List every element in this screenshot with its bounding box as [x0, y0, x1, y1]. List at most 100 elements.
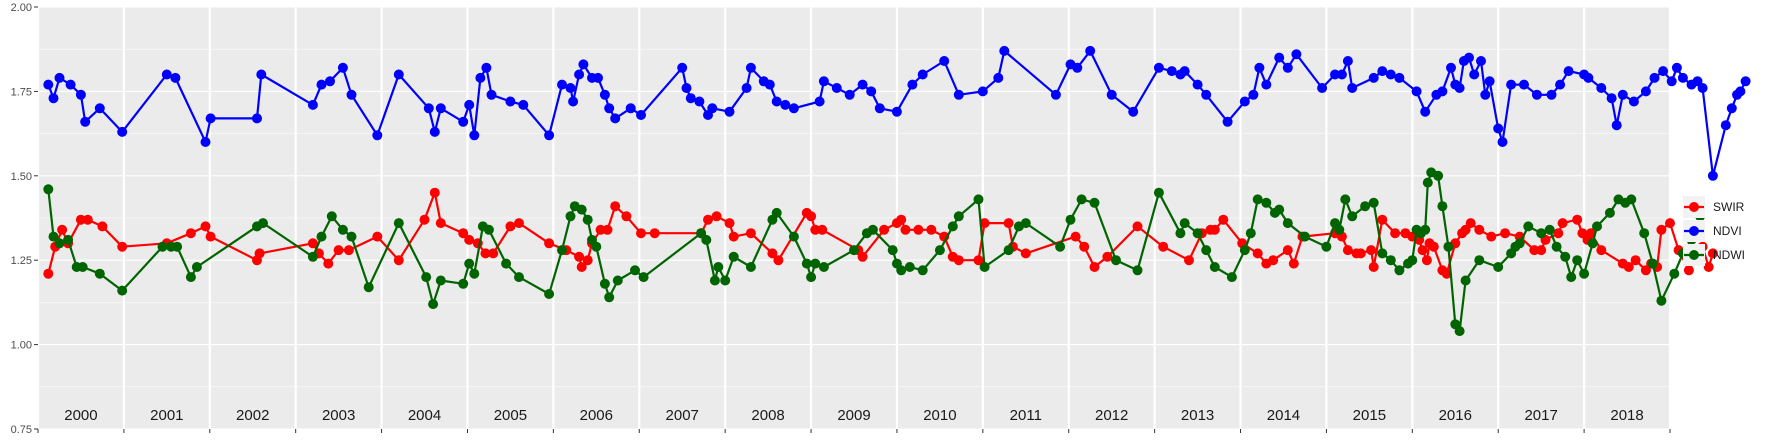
ndvi-point — [423, 103, 434, 114]
y-tick-label: 2.00 — [11, 2, 32, 14]
year-labels: 2000 2001 2002 2003 2004 2005 2006 2007 2008 2009… — [64, 407, 1643, 424]
swir-point — [372, 231, 383, 242]
ndwi-point — [1587, 238, 1598, 249]
swir-point — [1572, 214, 1583, 225]
ndwi-point — [713, 262, 724, 272]
swir-point — [1282, 245, 1293, 256]
ndwi-point — [1377, 248, 1388, 259]
swir-point — [745, 228, 756, 239]
ndvi-point — [1555, 79, 1566, 90]
ndwi-point — [728, 251, 739, 262]
year-label: 2010 — [923, 407, 956, 424]
ndvi-point — [866, 86, 877, 97]
ndvi-point — [307, 99, 318, 110]
ndvi-point — [745, 62, 756, 73]
year-label: 2005 — [494, 407, 527, 424]
ndvi-point — [1239, 96, 1250, 107]
swir-point — [514, 218, 524, 229]
ndwi-point — [1560, 251, 1571, 262]
swir-point — [43, 268, 54, 279]
ndvi-point — [325, 76, 335, 87]
ndvi-point — [1480, 89, 1491, 100]
ndwi-point — [953, 211, 964, 222]
ndwi-point — [887, 245, 898, 256]
swir-point — [1070, 231, 1081, 242]
ndvi-point — [574, 69, 585, 80]
ndwi-point — [501, 258, 512, 269]
swir-point — [205, 231, 216, 242]
swir-point — [1529, 245, 1540, 256]
ndvi-point — [993, 72, 1004, 83]
ndvi-point — [1617, 89, 1628, 100]
swir-point — [480, 248, 491, 259]
ndvi-point — [1222, 116, 1233, 127]
ndvi-point — [707, 103, 718, 114]
swir-point — [576, 262, 587, 272]
ndvi-point — [831, 83, 842, 93]
ndwi-point — [1020, 218, 1031, 229]
ndvi-point — [170, 72, 181, 83]
series-ndwi — [43, 167, 1706, 337]
ndvi-point — [1385, 69, 1396, 80]
ndvi-point — [464, 99, 475, 110]
swir-point — [419, 214, 430, 225]
ndwi-point — [307, 251, 318, 262]
ndvi-point — [337, 62, 348, 73]
ndvi-point — [94, 103, 105, 114]
ndwi-point — [544, 289, 555, 299]
ndwi-point — [849, 245, 859, 256]
swir-point — [544, 238, 555, 249]
ndwi-point — [818, 262, 829, 272]
series-swir — [43, 187, 1718, 279]
ndwi-point — [576, 204, 587, 215]
swir-point — [574, 251, 585, 262]
ndvi-point — [814, 96, 825, 107]
ndvi-point — [891, 106, 902, 117]
year-label: 2011 — [1010, 407, 1042, 424]
ndwi-point — [1443, 241, 1454, 252]
y-tick-label: 1.50 — [11, 171, 32, 183]
ndwi-point — [806, 272, 817, 283]
ndwi-point — [1076, 194, 1087, 205]
ndwi-point — [1226, 272, 1237, 283]
y-axis: 0.75 1.00 1.25 1.50 1.75 2.00 — [11, 2, 38, 436]
ndwi-point — [1089, 197, 1100, 208]
ndwi-point — [326, 211, 337, 222]
ndvi-point — [43, 79, 54, 90]
ndvi-point — [907, 79, 918, 90]
ndvi-point — [1469, 69, 1480, 80]
ndwi-point — [1514, 238, 1525, 249]
swir-point — [1368, 262, 1379, 272]
swir-point — [464, 234, 475, 245]
swir-point — [953, 255, 964, 266]
ndvi-point — [1282, 62, 1293, 73]
ndvi-point — [1519, 79, 1529, 90]
ndvi-point — [458, 116, 469, 127]
ndwi-point — [1132, 265, 1143, 276]
ndvi-point — [481, 62, 492, 73]
swir-point — [429, 187, 440, 198]
ndwi-point — [1420, 224, 1431, 235]
ndwi-point — [973, 194, 984, 205]
swir-point — [806, 211, 817, 222]
ndvi-point — [1420, 106, 1431, 117]
ndvi-point — [1454, 83, 1465, 93]
ndvi-point — [1740, 76, 1751, 87]
swir-point — [323, 258, 334, 269]
ndwi-point — [557, 245, 567, 256]
swir-point — [185, 228, 196, 239]
ndvi-point — [1330, 69, 1340, 80]
ndvi-point — [1628, 96, 1639, 107]
ndvi-point — [1464, 52, 1474, 63]
swir-point — [896, 214, 907, 225]
ndwi-point — [1460, 275, 1471, 286]
swir-point — [773, 255, 784, 266]
ndwi-point — [810, 258, 821, 269]
swir-point — [505, 221, 516, 232]
swir-point — [1132, 221, 1143, 232]
ndvi-point — [1274, 52, 1285, 63]
ndvi-point — [780, 99, 791, 110]
ndwi-point — [1454, 326, 1465, 337]
ndwi-point — [1245, 228, 1256, 239]
